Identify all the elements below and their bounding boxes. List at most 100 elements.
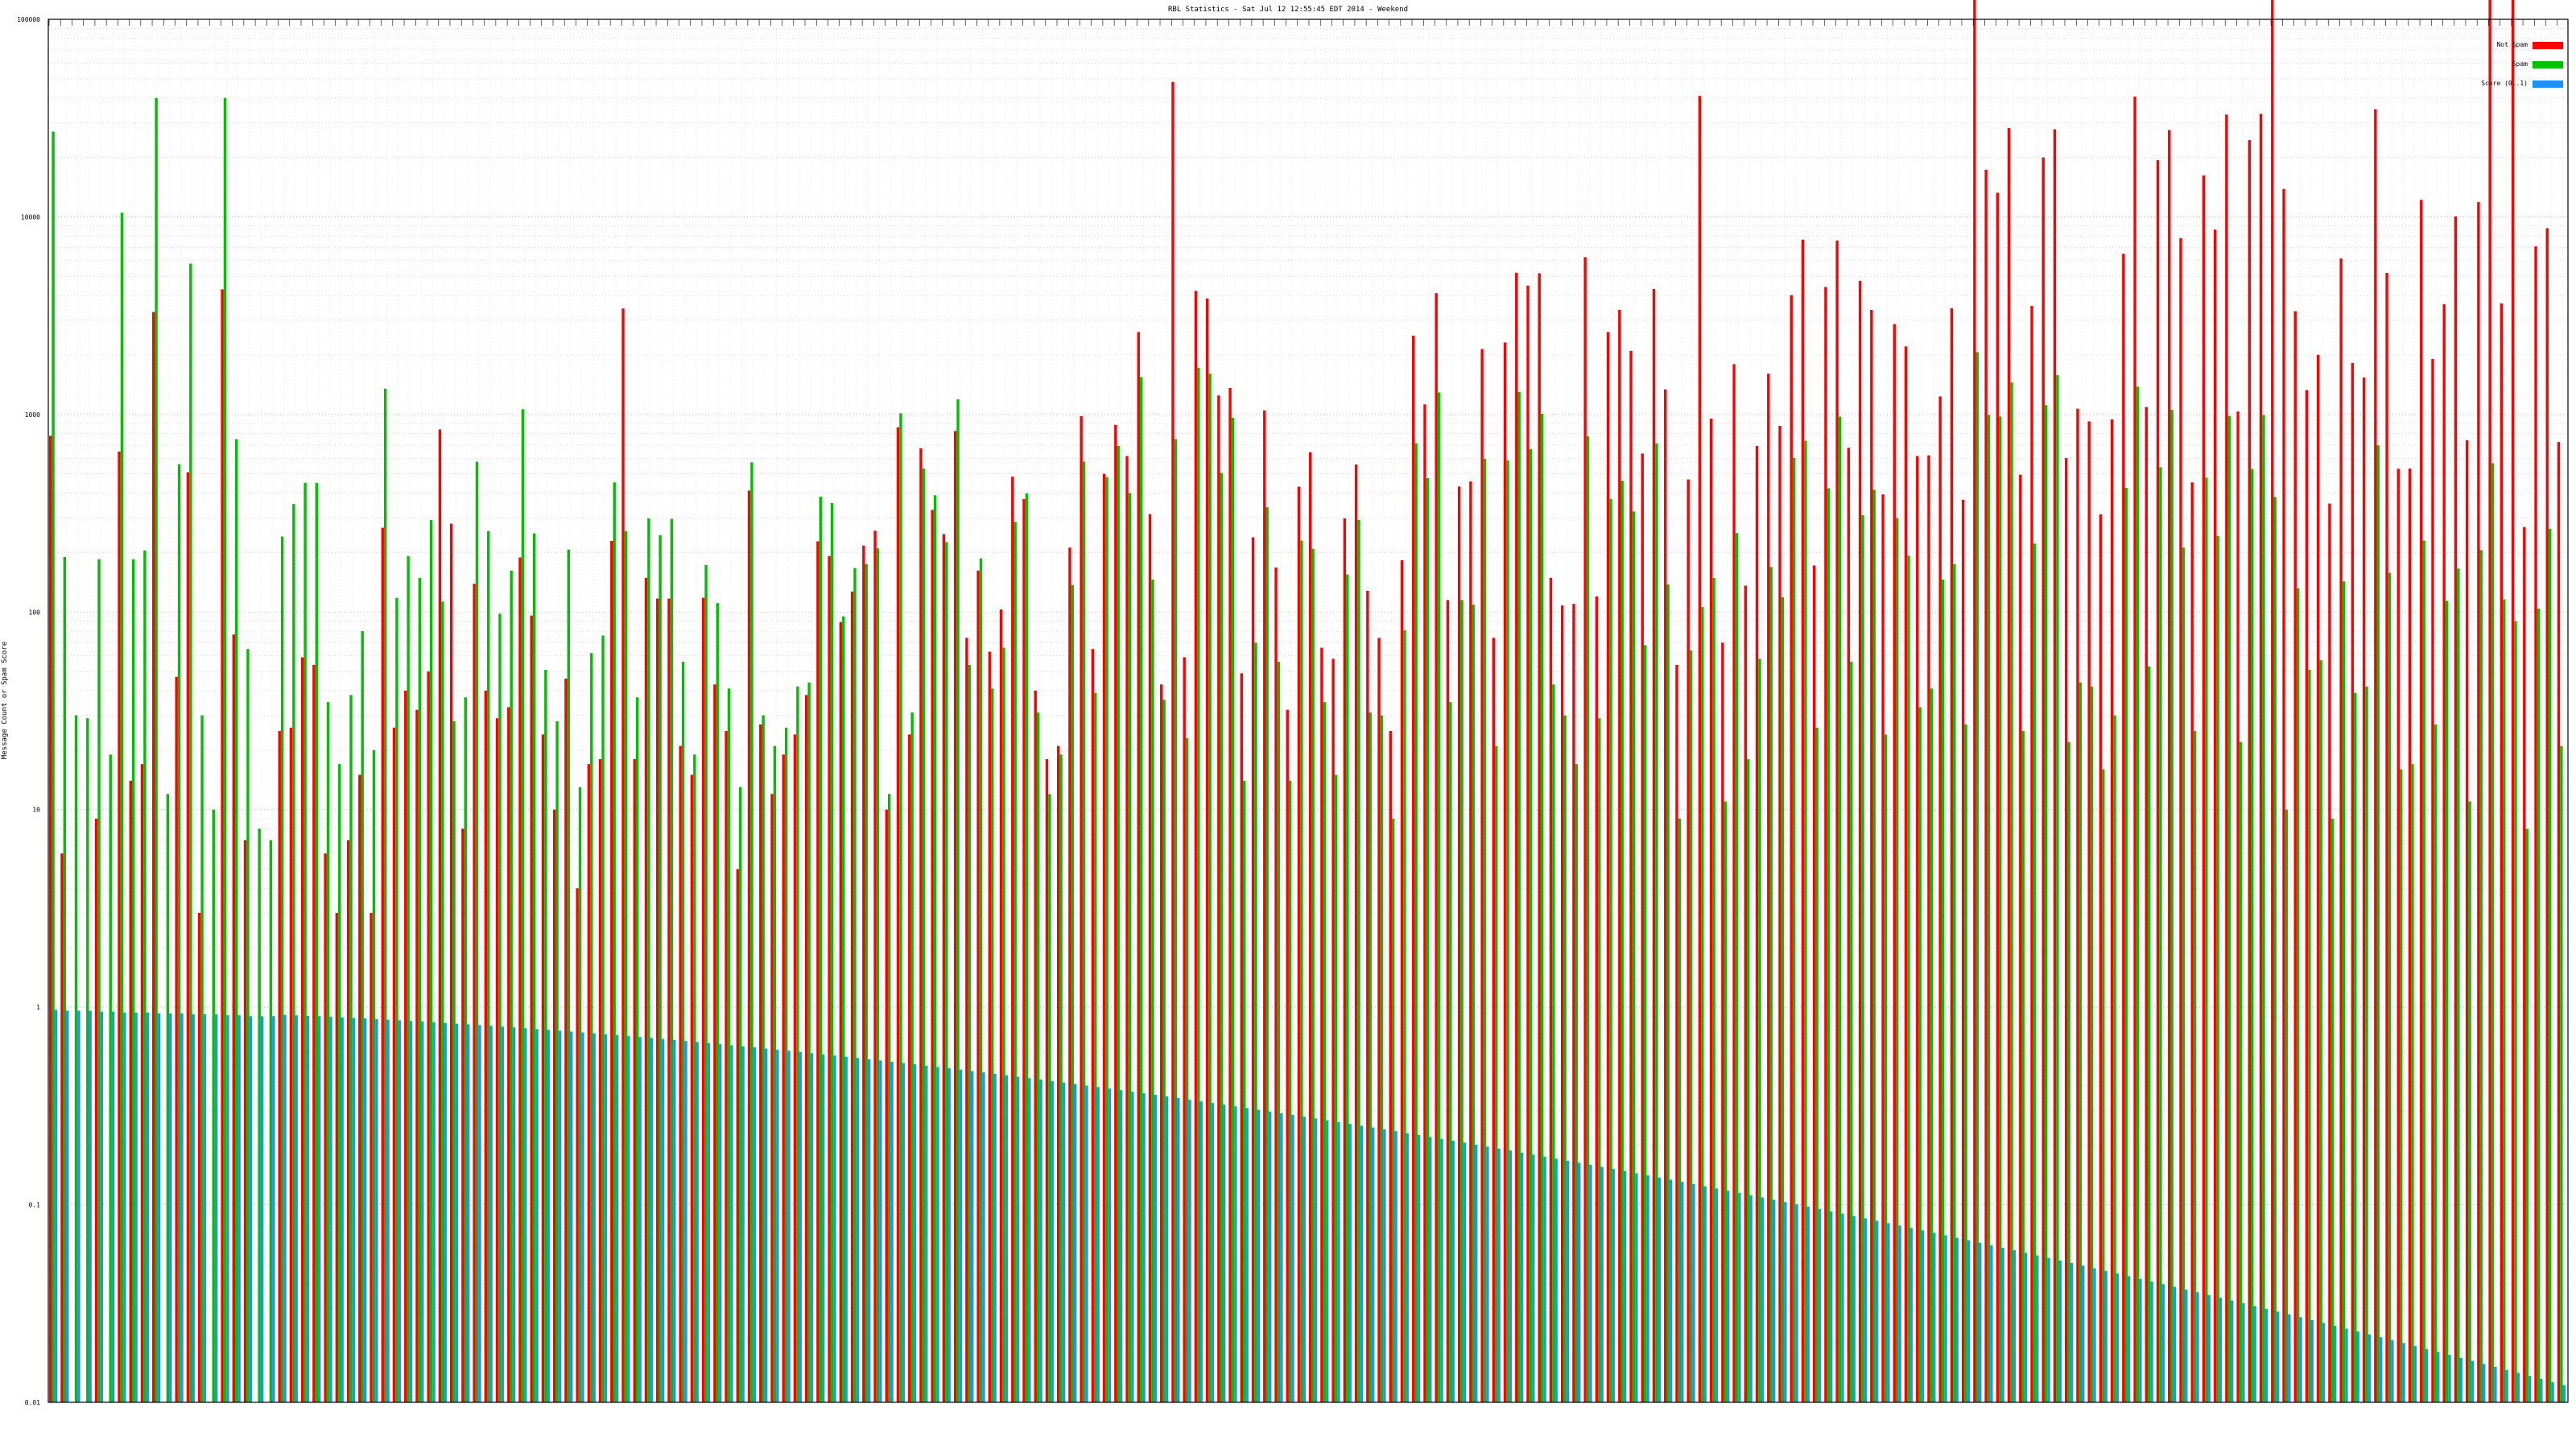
score-bar <box>627 1036 630 1402</box>
score-bar <box>524 1028 527 1402</box>
spam-bar <box>1838 416 1842 1403</box>
not-spam-bar <box>427 671 430 1402</box>
not-spam-bar <box>94 818 98 1402</box>
spam-bar <box>1953 564 1956 1402</box>
not-spam-bar <box>404 690 407 1402</box>
not-spam-bar <box>2328 503 2331 1402</box>
not-spam-bar <box>713 684 716 1402</box>
spam-bar <box>1334 774 1338 1402</box>
score-bar <box>867 1059 871 1402</box>
score-bar <box>306 1015 310 1402</box>
not-spam-bar <box>1538 273 1541 1402</box>
not-spam-bar <box>2305 390 2309 1403</box>
score-bar <box>1039 1080 1042 1402</box>
spam-bar <box>2296 588 2300 1402</box>
not-spam-bar <box>816 541 819 1403</box>
not-spam-bar <box>1778 425 1781 1402</box>
spam-bar <box>383 388 387 1403</box>
spam-bar <box>968 664 971 1402</box>
score-bar <box>2082 1265 2085 1402</box>
spam-bar <box>395 597 398 1402</box>
score-bar <box>1440 1138 1443 1402</box>
score-bar <box>1921 1230 1925 1402</box>
score-bar <box>2001 1247 2004 1402</box>
not-spam-bar <box>1572 604 1575 1402</box>
spam-bar <box>441 601 444 1402</box>
spam-bar <box>922 469 926 1403</box>
not-spam-bar <box>587 764 591 1402</box>
score-bar <box>444 1022 447 1402</box>
score-bar <box>192 1014 195 1402</box>
spam-bar <box>830 502 834 1403</box>
spam-bar <box>372 749 376 1402</box>
spam-bar <box>1449 702 1452 1402</box>
score-bar <box>1291 1115 1294 1402</box>
spam-bar <box>681 662 685 1402</box>
score-bar <box>1795 1204 1798 1402</box>
score-bar <box>1096 1087 1100 1402</box>
score-bar <box>66 1010 69 1402</box>
score-bar <box>1348 1124 1352 1402</box>
spam-bar <box>807 682 811 1402</box>
score-bar <box>2185 1289 2188 1402</box>
not-spam-bar <box>2110 419 2114 1402</box>
spam-bar <box>635 697 639 1402</box>
score-bar <box>1944 1235 1947 1402</box>
spam-bar <box>658 535 662 1403</box>
not-spam-bar <box>129 780 132 1402</box>
spam-bar <box>1197 367 1200 1403</box>
spam-bar <box>1311 548 1315 1402</box>
not-spam-bar <box>1996 192 2000 1402</box>
spam-bar <box>2388 572 2392 1403</box>
spam-bar <box>1999 416 2002 1402</box>
score-bar <box>1772 1199 1776 1402</box>
score-bar <box>1703 1186 1707 1402</box>
not-spam-bar <box>324 853 327 1402</box>
score-bar <box>2482 1364 2486 1402</box>
score-bar <box>2356 1331 2359 1402</box>
spam-bar <box>1403 630 1406 1402</box>
spam-bar <box>1323 702 1327 1402</box>
y-tick-label: 1000 <box>25 411 40 419</box>
not-spam-bar <box>1297 486 1301 1402</box>
spam-bar <box>2056 374 2059 1403</box>
not-spam-bar <box>965 638 968 1402</box>
spam-bar <box>1368 712 1372 1402</box>
score-bar <box>1852 1216 1856 1402</box>
not-spam-bar <box>1217 395 1220 1402</box>
score-bar <box>1474 1144 1478 1402</box>
spam-bar <box>567 549 571 1402</box>
not-spam-bar <box>2248 140 2252 1402</box>
not-spam-bar <box>1938 396 1942 1402</box>
score-bar <box>272 1016 275 1402</box>
spam-bar <box>1517 391 1521 1402</box>
spam-bar <box>773 745 777 1402</box>
not-spam-bar <box>1515 272 1518 1402</box>
spam-bar <box>1048 794 1051 1402</box>
not-spam-bar <box>1057 745 1060 1402</box>
score-bar <box>1875 1220 1879 1402</box>
spam-bar <box>2079 682 2083 1402</box>
not-spam-bar <box>2408 469 2412 1403</box>
not-spam-bar <box>896 427 900 1402</box>
score-bar <box>1360 1125 1364 1402</box>
not-spam-bar <box>919 448 923 1402</box>
not-spam-bar <box>2076 408 2079 1403</box>
spam-bar <box>177 464 181 1403</box>
spam-bar <box>1884 734 1888 1402</box>
not-spam-bar <box>1961 499 1965 1402</box>
not-spam-bar <box>701 597 705 1402</box>
score-bar <box>2253 1306 2256 1402</box>
spam-bar <box>2227 415 2231 1402</box>
spam-bar <box>1391 818 1395 1402</box>
score-bar <box>844 1056 848 1402</box>
spam-bar <box>865 564 868 1402</box>
score-bar <box>2448 1355 2451 1402</box>
not-spam-bar <box>644 577 648 1402</box>
score-bar <box>2196 1292 2199 1402</box>
not-spam-bar <box>2442 303 2446 1402</box>
not-spam-bar <box>518 557 522 1402</box>
not-spam-bar <box>346 840 350 1402</box>
spam-bar <box>2548 528 2552 1403</box>
not-spam-bar <box>2317 354 2320 1402</box>
